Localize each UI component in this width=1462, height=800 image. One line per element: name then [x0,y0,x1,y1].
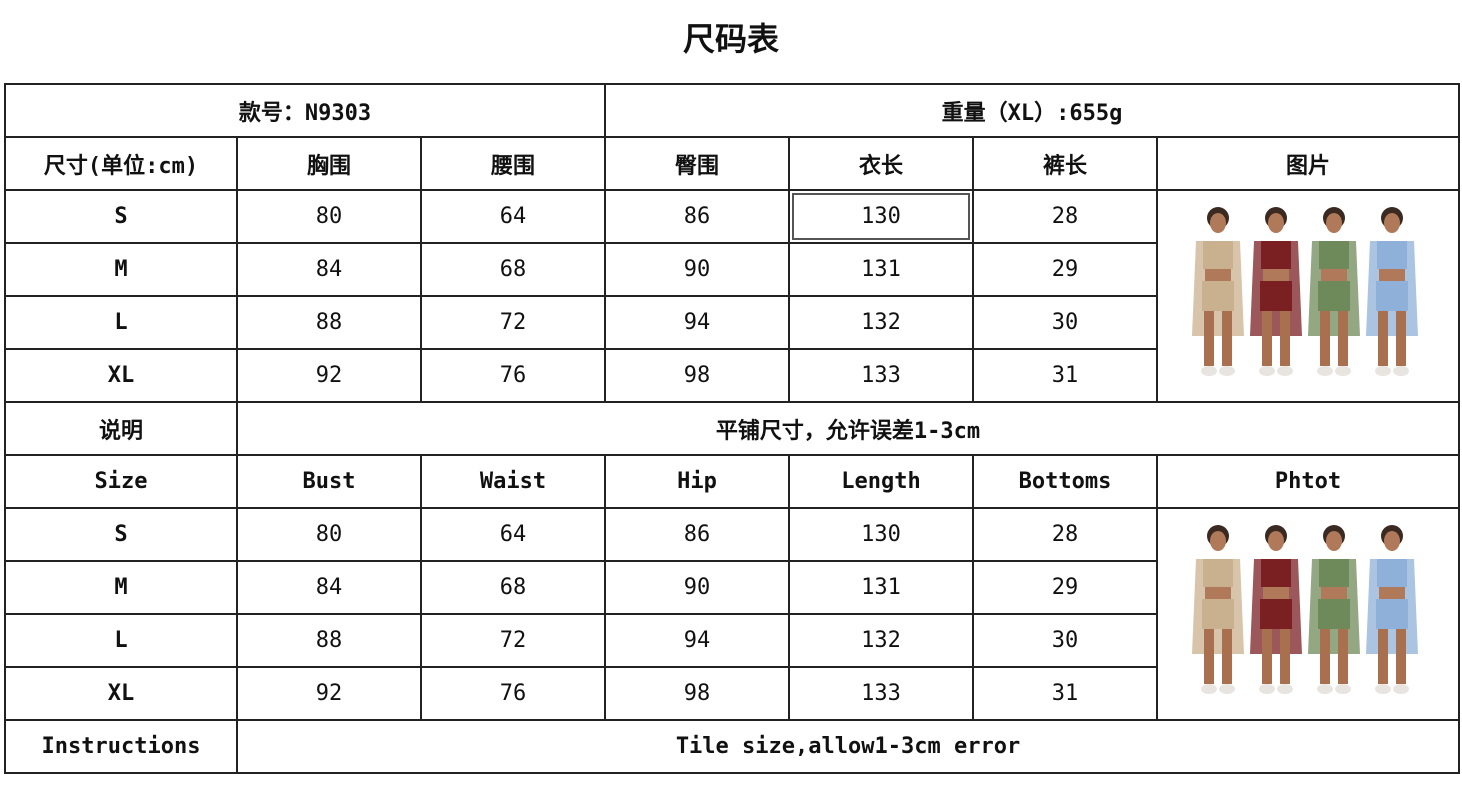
header-cell: 尺寸(单位:cm) [4,136,238,191]
measurement-cell: 98 [604,666,790,721]
measurement-cell: 84 [236,560,422,615]
measurement-cell: 30 [972,613,1158,668]
header-cell: 臀围 [604,136,790,191]
note-text: 平铺尺寸，允许误差1-3cm [236,401,1460,456]
header-cell: 图片 [1156,136,1460,191]
measurement-cell: 130 [788,189,974,244]
size-label: XL [4,348,238,403]
measurement-cell: 132 [788,295,974,350]
size-label: XL [4,666,238,721]
measurement-cell: 90 [604,242,790,297]
measurement-cell: 29 [972,242,1158,297]
size-row: M 84 68 90 131 29 [4,560,1459,615]
size-label: M [4,560,238,615]
product-photo [1156,189,1460,403]
size-label: L [4,295,238,350]
page-title: 尺码表 [682,20,779,58]
cn-header-row: 尺寸(单位:cm) 胸围 腰围 臀围 衣长 裤长 图片 [4,136,1460,191]
info-row: 款号：N9303 重量（XL）:655g [4,83,1460,138]
en-header-row: Size Bust Waist Hip Length Bottoms Phtot [4,454,1460,509]
style-number: 款号：N9303 [4,83,606,138]
header-cell: Size [4,454,238,509]
measurement-cell: 94 [604,295,790,350]
note-label: Instructions [4,719,238,774]
measurement-cell: 31 [972,666,1158,721]
size-chart-table: 款号：N9303 重量（XL）:655g 尺寸(单位:cm) 胸围 腰围 臀围 … [4,83,1460,774]
en-note-row: Instructions Tile size,allow1-3cm error [4,719,1460,774]
header-cell: 胸围 [236,136,422,191]
size-row: L 88 72 94 132 30 [4,613,1459,668]
measurement-cell: 132 [788,613,974,668]
measurement-cell: 30 [972,295,1158,350]
weight: 重量（XL）:655g [604,83,1460,138]
model-figure [1308,525,1360,694]
note-text: Tile size,allow1-3cm error [236,719,1460,774]
measurement-cell: 98 [604,348,790,403]
header-cell: Bust [236,454,422,509]
measurement-cell: 64 [420,507,606,562]
header-cell: 衣长 [788,136,974,191]
size-label: M [4,242,238,297]
size-row: S 80 64 86 130 28 [4,507,1460,721]
size-row: XL 92 76 98 133 31 [4,666,1459,721]
header-cell: Hip [604,454,790,509]
size-row: M 84 68 90 131 29 [4,242,1459,297]
size-row: S 80 64 86 130 28 [4,189,1460,403]
product-photo [1156,507,1460,721]
measurement-cell: 86 [604,507,790,562]
cn-note-row: 说明 平铺尺寸，允许误差1-3cm [4,401,1460,456]
measurement-cell: 88 [236,295,422,350]
size-row: XL 92 76 98 133 31 [4,348,1459,403]
model-figure [1366,525,1418,694]
measurement-cell: 76 [420,666,606,721]
measurement-cell: 76 [420,348,606,403]
size-row: L 88 72 94 132 30 [4,295,1459,350]
measurement-cell: 80 [236,189,422,244]
measurement-cell: 31 [972,348,1158,403]
size-label: L [4,613,238,668]
measurement-cell: 94 [604,613,790,668]
model-figure [1192,207,1244,376]
model-figure [1250,207,1302,376]
measurement-cell: 90 [604,560,790,615]
measurement-cell: 72 [420,613,606,668]
measurement-cell: 131 [788,242,974,297]
measurement-cell: 92 [236,348,422,403]
header-cell: 裤长 [972,136,1158,191]
measurement-cell: 28 [972,507,1158,562]
measurement-cell: 28 [972,189,1158,244]
size-label: S [4,189,238,244]
size-label: S [4,507,238,562]
measurement-cell: 131 [788,560,974,615]
measurement-cell: 86 [604,189,790,244]
measurement-cell: 80 [236,507,422,562]
model-figure [1366,207,1418,376]
measurement-cell: 133 [788,666,974,721]
header-cell: Bottoms [972,454,1158,509]
model-figure [1308,207,1360,376]
note-label: 说明 [4,401,238,456]
measurement-cell: 84 [236,242,422,297]
header-cell: Waist [420,454,606,509]
measurement-cell: 88 [236,613,422,668]
measurement-cell: 72 [420,295,606,350]
model-figure [1250,525,1302,694]
measurement-cell: 68 [420,242,606,297]
model-figure [1192,525,1244,694]
measurement-cell: 130 [788,507,974,562]
measurement-cell: 64 [420,189,606,244]
measurement-cell: 29 [972,560,1158,615]
header-cell: Phtot [1156,454,1460,509]
header-cell: Length [788,454,974,509]
measurement-cell: 92 [236,666,422,721]
measurement-cell: 68 [420,560,606,615]
header-cell: 腰围 [420,136,606,191]
measurement-cell: 133 [788,348,974,403]
